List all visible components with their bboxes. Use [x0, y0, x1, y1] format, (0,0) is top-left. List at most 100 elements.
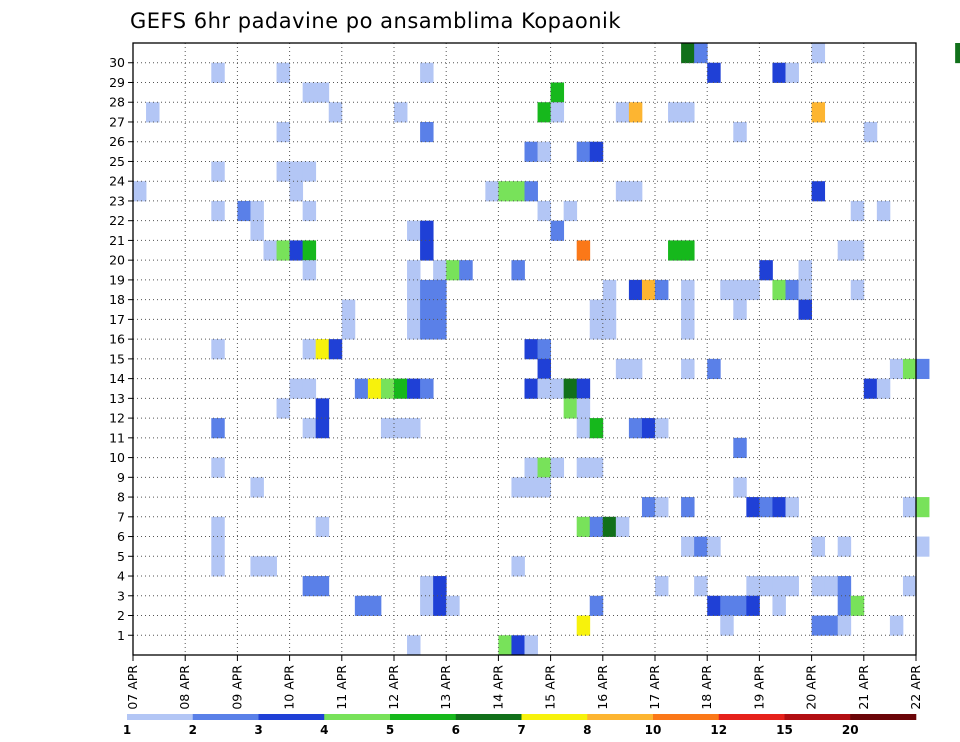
colorbar-segment [455, 714, 522, 720]
heatmap-cell [459, 260, 473, 281]
heatmap-cell [289, 161, 304, 182]
heatmap-cell [628, 358, 643, 380]
y-tick-label: 18 [109, 292, 125, 307]
heatmap-cell [681, 299, 695, 320]
colorbar-label: 4 [320, 723, 328, 737]
heatmap-cell [628, 418, 643, 439]
heatmap-cell [211, 62, 225, 83]
heatmap-cell [772, 62, 786, 83]
heatmap-cell [746, 576, 760, 597]
heatmap-cell [772, 576, 786, 597]
heatmap-cell [746, 595, 760, 616]
heatmap-cell [341, 319, 356, 340]
heatmap-cell [576, 615, 591, 636]
heatmap-cell [615, 102, 630, 123]
heatmap-cell [615, 358, 630, 380]
colorbar-segment [784, 714, 851, 720]
heatmap-cell [289, 378, 304, 399]
heatmap-cell [641, 279, 656, 301]
heatmap-cell [315, 576, 330, 597]
heatmap-cell [263, 240, 277, 261]
colorbar-segment [850, 714, 917, 720]
heatmap-cell [772, 595, 786, 616]
heatmap-cell [602, 319, 617, 340]
heatmap-cell [576, 141, 591, 162]
heatmap-cell [302, 339, 317, 360]
heatmap-cell [250, 200, 264, 222]
heatmap-cell [811, 615, 826, 636]
colorbar-label: 7 [517, 723, 525, 737]
x-tick-label: 20 APR [804, 665, 819, 710]
heatmap-cell [511, 477, 525, 498]
colorbar-label: 8 [583, 723, 591, 737]
heatmap-cell [537, 339, 551, 360]
heatmap-cell [733, 299, 747, 320]
heatmap-cell [916, 536, 930, 557]
heatmap-cells [133, 43, 960, 656]
heatmap-cell [550, 378, 565, 399]
heatmap-cell [511, 181, 525, 202]
y-tick-label: 23 [109, 193, 125, 208]
heatmap-cell [759, 497, 773, 518]
heatmap-cell [211, 418, 225, 439]
heatmap-cell [772, 279, 786, 301]
heatmap-cell [785, 279, 799, 301]
x-tick-label: 16 APR [595, 665, 610, 710]
heatmap-cell [537, 477, 551, 498]
heatmap-cell [550, 220, 565, 241]
heatmap-cell [733, 279, 747, 301]
y-tick-label: 21 [109, 233, 125, 248]
heatmap-cell [524, 181, 538, 202]
heatmap-cell [628, 279, 643, 301]
heatmap-cell [146, 102, 160, 123]
heatmap-cell [211, 556, 225, 577]
heatmap-cell [707, 62, 721, 83]
y-tick-label: 1 [117, 628, 125, 643]
y-tick-label: 7 [117, 509, 125, 524]
heatmap-cell [655, 418, 669, 439]
heatmap-cell [576, 418, 591, 439]
heatmap-cell [733, 437, 747, 458]
heatmap-cell [407, 220, 421, 241]
heatmap-cell [785, 497, 799, 518]
y-tick-label: 11 [109, 430, 125, 445]
heatmap-cell [602, 516, 617, 537]
heatmap-cell [824, 576, 839, 597]
heatmap-cell [850, 279, 865, 301]
heatmap-cell [746, 497, 760, 518]
heatmap-cell [537, 102, 551, 123]
heatmap-cell [759, 260, 773, 281]
heatmap-cell [681, 102, 695, 123]
heatmap-cell [211, 161, 225, 182]
y-tick-label: 20 [109, 253, 125, 268]
heatmap-cell [902, 358, 917, 380]
heatmap-cell [315, 516, 330, 537]
heatmap-cell [955, 43, 960, 64]
heatmap-cell [563, 378, 578, 399]
heatmap-cell [407, 418, 421, 439]
heatmap-cell [511, 635, 525, 656]
heatmap-cell [302, 200, 317, 222]
heatmap-cell [589, 457, 604, 478]
heatmap-cell [589, 418, 604, 439]
heatmap-cell [720, 595, 734, 616]
heatmap-cell [889, 358, 904, 380]
heatmap-cell [433, 576, 447, 597]
heatmap-cell [328, 102, 343, 123]
heatmap-cell [589, 141, 604, 162]
heatmap-cell [380, 378, 395, 399]
colorbar-label: 6 [452, 723, 460, 737]
heatmap-cell [211, 200, 225, 222]
y-tick-label: 29 [109, 75, 125, 90]
heatmap-cell [785, 62, 799, 83]
heatmap-cell [354, 595, 369, 616]
heatmap-cell [289, 240, 304, 261]
heatmap-cell [615, 181, 630, 202]
heatmap-cell [367, 595, 382, 616]
heatmap-cell [798, 260, 812, 281]
heatmap-cell [485, 181, 499, 202]
heatmap-cell [302, 378, 317, 399]
heatmap-cell [694, 43, 708, 64]
heatmap-cell [589, 516, 604, 537]
y-tick-label: 13 [109, 391, 125, 406]
